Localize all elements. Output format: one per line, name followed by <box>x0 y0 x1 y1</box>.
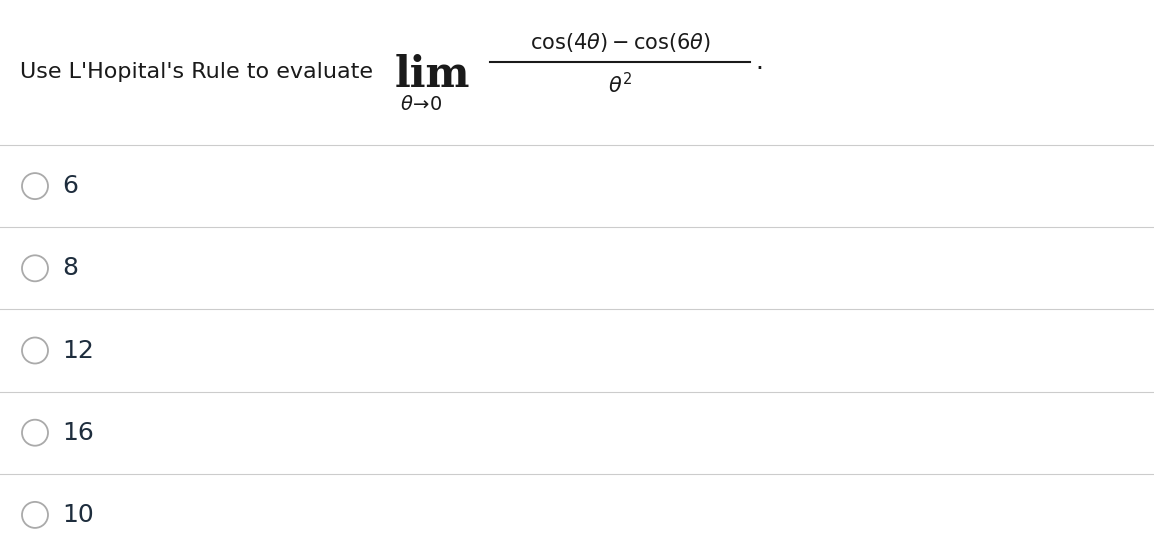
Text: 16: 16 <box>62 421 93 445</box>
Text: 10: 10 <box>62 503 93 527</box>
Text: 8: 8 <box>62 256 78 280</box>
Text: .: . <box>755 50 763 74</box>
Text: 6: 6 <box>62 174 78 198</box>
Text: $\theta^2$: $\theta^2$ <box>608 72 632 98</box>
Text: lim: lim <box>395 54 471 96</box>
Text: $\theta\!\rightarrow\!0$: $\theta\!\rightarrow\!0$ <box>400 96 442 115</box>
Text: 12: 12 <box>62 339 93 363</box>
Text: Use L'Hopital's Rule to evaluate: Use L'Hopital's Rule to evaluate <box>20 62 373 82</box>
Text: $\mathrm{cos}(4\theta)-\mathrm{cos}(6\theta)$: $\mathrm{cos}(4\theta)-\mathrm{cos}(6\th… <box>530 31 711 53</box>
